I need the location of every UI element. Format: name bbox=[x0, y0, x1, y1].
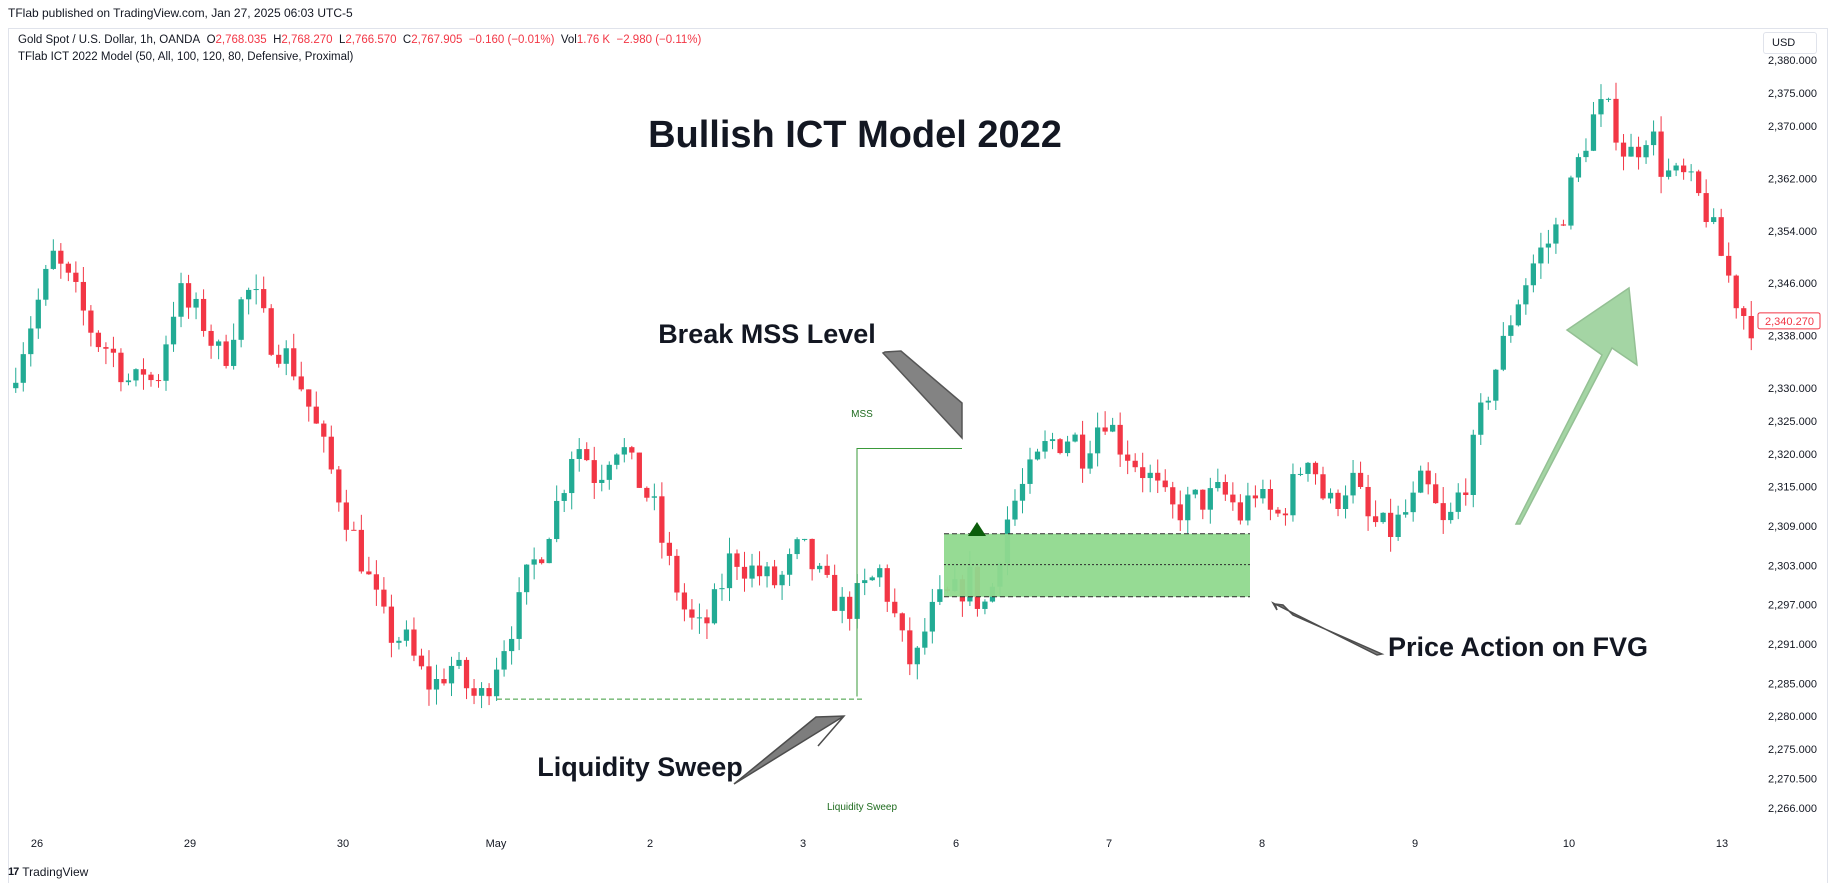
high-value: 2,768.270 bbox=[281, 34, 333, 46]
tradingview-logo-icon: 17 bbox=[8, 866, 19, 878]
footer-brand[interactable]: 17 TradingView bbox=[8, 865, 88, 879]
volume-value: 1.76 K bbox=[576, 34, 611, 46]
currency-button[interactable]: USD bbox=[1763, 32, 1817, 54]
low-value: 2,766.570 bbox=[345, 34, 397, 46]
published-info: TFlab published on TradingView.com, Jan … bbox=[8, 6, 353, 20]
chart-frame[interactable] bbox=[8, 28, 1828, 883]
close-value: 2,767.905 bbox=[411, 34, 463, 46]
open-value: 2,768.035 bbox=[215, 34, 267, 46]
symbol-legend[interactable]: Gold Spot / U.S. Dollar, 1h, OANDA O2,76… bbox=[18, 34, 701, 46]
volume-change: −2.980 (−0.11%) bbox=[616, 34, 702, 46]
high-label: H bbox=[273, 34, 282, 46]
open-label: O bbox=[206, 34, 216, 46]
low-label: L bbox=[338, 34, 346, 46]
close-label: C bbox=[402, 34, 412, 46]
symbol-name[interactable]: Gold Spot / U.S. Dollar, 1h, OANDA bbox=[18, 34, 201, 46]
indicator-legend[interactable]: TFlab ICT 2022 Model (50, All, 100, 120,… bbox=[18, 51, 354, 63]
price-change: −0.160 (−0.01%) bbox=[468, 34, 555, 46]
footer-brand-text: TradingView bbox=[22, 865, 89, 879]
volume-label: Vol bbox=[560, 34, 577, 46]
